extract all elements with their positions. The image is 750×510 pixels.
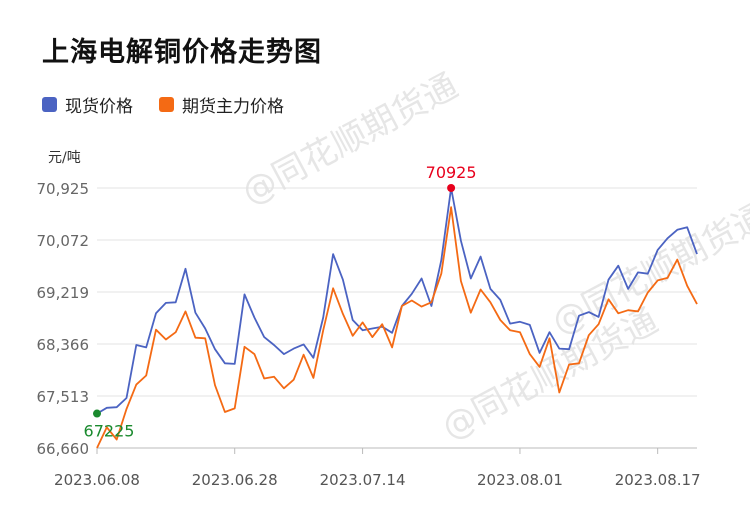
legend-label-spot: 现货价格 [65, 97, 133, 117]
x-axis: 2023.06.08 2023.06.28 2023.07.14 2023.08.01… [54, 447, 701, 489]
watermark-text: @同花顺期货通 [235, 66, 464, 213]
x-tick-label: 2023.08.01 [477, 471, 563, 489]
legend-label-futures: 期货主力价格 [182, 97, 284, 117]
chart-legend: 现货价格 期货主力价格 [42, 92, 310, 117]
x-tick-label: 2023.06.28 [192, 471, 278, 489]
y-tick-label: 67,513 [37, 388, 90, 406]
chart-title: 上海电解铜价格走势图 [42, 37, 322, 68]
watermark-group: @同花顺期货通 @同花顺期货通 @同花顺期货通 [235, 66, 750, 448]
y-tick-label: 69,219 [37, 284, 90, 302]
legend-item-futures[interactable]: 期货主力价格 [159, 92, 284, 117]
min-point-marker [93, 409, 101, 418]
x-tick-label: 2023.08.17 [615, 471, 701, 489]
series-lines [96, 187, 698, 449]
legend-swatch-spot [42, 97, 57, 112]
x-tick-label: 2023.06.08 [54, 471, 140, 489]
y-tick-label: 68,366 [37, 336, 90, 354]
y-axis-ticks: 66,660 67,513 68,366 69,219 70,072 70,925 [37, 180, 90, 458]
x-tick-label: 2023.07.14 [320, 471, 406, 489]
legend-swatch-futures [159, 97, 174, 112]
legend-item-spot[interactable]: 现货价格 [42, 92, 133, 117]
annotations: 70925 67225 [84, 163, 477, 441]
min-point-label: 67225 [84, 422, 135, 441]
futures-price-line[interactable] [96, 206, 698, 449]
max-point-marker [447, 184, 456, 192]
y-tick-label: 70,072 [37, 232, 90, 250]
y-tick-label: 70,925 [37, 180, 90, 198]
max-point-label: 70925 [426, 163, 477, 182]
watermark-text: @同花顺期货通 [435, 301, 664, 448]
y-axis-unit: 元/吨 [48, 150, 81, 166]
y-tick-label: 66,660 [37, 440, 90, 458]
spot-price-line[interactable] [96, 187, 698, 415]
